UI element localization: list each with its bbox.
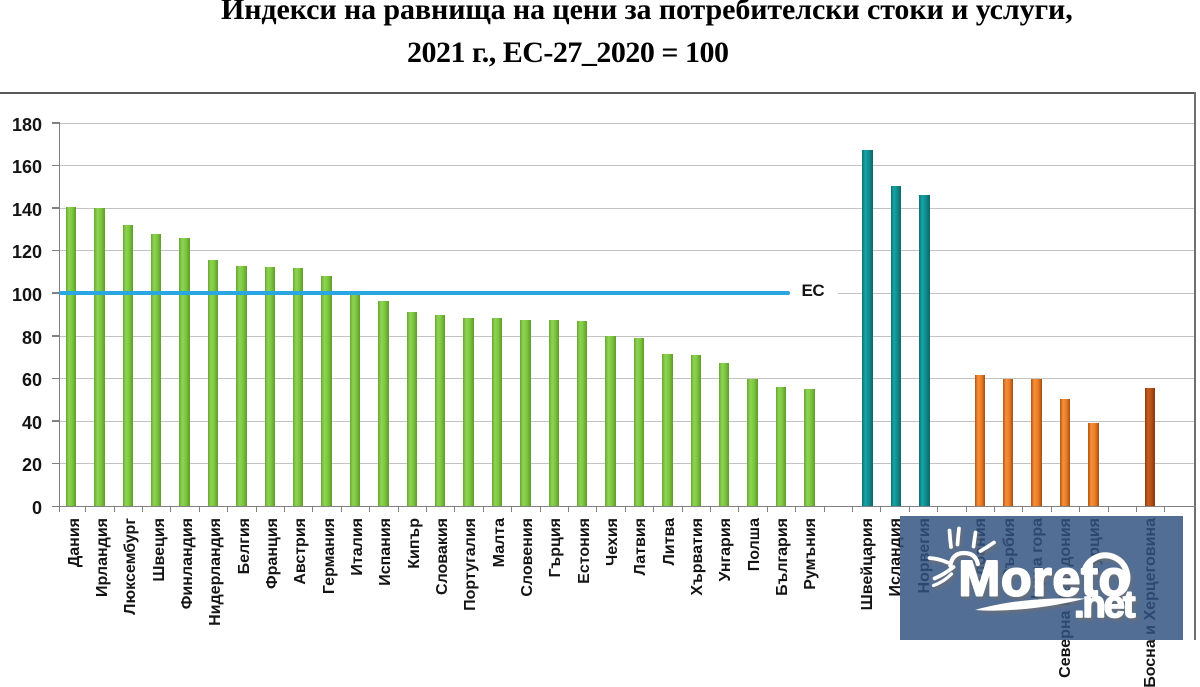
svg-text:.net: .net xyxy=(1074,584,1136,626)
svg-text:Moreto: Moreto xyxy=(959,551,1130,607)
